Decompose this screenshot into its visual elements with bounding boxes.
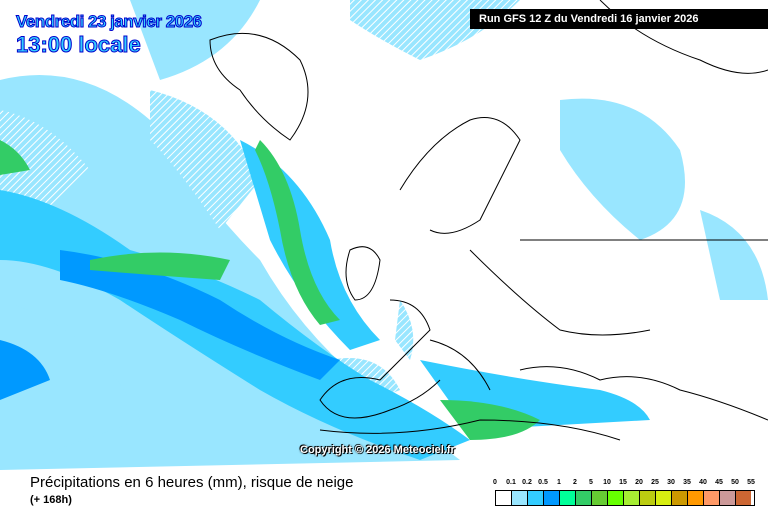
legend-swatch bbox=[736, 491, 751, 505]
legend-label: 2 bbox=[573, 479, 577, 486]
precipitation-map: Vendredi 23 janvier 2026 13:00 locale Ru… bbox=[0, 0, 768, 470]
legend-swatch bbox=[704, 491, 720, 505]
legend-label: 10 bbox=[603, 479, 611, 486]
legend-label: 20 bbox=[635, 479, 643, 486]
legend-swatch bbox=[688, 491, 704, 505]
legend-swatch bbox=[576, 491, 592, 505]
forecast-date: Vendredi 23 janvier 2026 bbox=[16, 12, 203, 32]
legend-swatch bbox=[656, 491, 672, 505]
legend-label: 15 bbox=[619, 479, 627, 486]
legend-label: 30 bbox=[667, 479, 675, 486]
legend-swatch bbox=[560, 491, 576, 505]
map-canvas bbox=[0, 0, 768, 470]
forecast-offset: (+ 168h) bbox=[30, 494, 72, 506]
legend-label: 45 bbox=[715, 479, 723, 486]
run-info: Run GFS 12 Z du Vendredi 16 janvier 2026 bbox=[470, 9, 768, 29]
legend-swatch bbox=[544, 491, 560, 505]
legend-label: 50 bbox=[731, 479, 739, 486]
copyright: Copyright © 2026 Meteociel.fr bbox=[300, 444, 455, 456]
legend-label: 35 bbox=[683, 479, 691, 486]
legend-swatch bbox=[592, 491, 608, 505]
legend-swatch bbox=[624, 491, 640, 505]
legend-swatch bbox=[608, 491, 624, 505]
legend-label: 0 bbox=[493, 479, 497, 486]
legend-boxes bbox=[495, 490, 755, 506]
legend-swatch bbox=[496, 491, 512, 505]
legend-labels: 0 0.1 0.2 0.5 1 2 5 10 15 20 25 30 35 40 45 50 55 bbox=[493, 479, 755, 490]
map-title: Précipitations en 6 heures (mm), risque … bbox=[30, 474, 354, 491]
legend-swatch bbox=[528, 491, 544, 505]
legend-label: 5 bbox=[589, 479, 593, 486]
precip-blue bbox=[0, 250, 340, 400]
legend-swatch bbox=[640, 491, 656, 505]
legend-swatch bbox=[672, 491, 688, 505]
legend-swatch bbox=[512, 491, 528, 505]
color-legend: 0 0.1 0.2 0.5 1 2 5 10 15 20 25 30 35 40 45 50 55 bbox=[493, 479, 755, 506]
legend-label: 0.2 bbox=[522, 479, 532, 486]
legend-label: 55 bbox=[747, 479, 755, 486]
legend-label: 0.1 bbox=[506, 479, 516, 486]
legend-label: 40 bbox=[699, 479, 707, 486]
forecast-hour: 13:00 locale bbox=[16, 32, 142, 58]
coastlines bbox=[209, 0, 768, 441]
legend-swatch bbox=[720, 491, 736, 505]
legend-label: 25 bbox=[651, 479, 659, 486]
legend-label: 0.5 bbox=[538, 479, 548, 486]
legend-label: 1 bbox=[557, 479, 561, 486]
